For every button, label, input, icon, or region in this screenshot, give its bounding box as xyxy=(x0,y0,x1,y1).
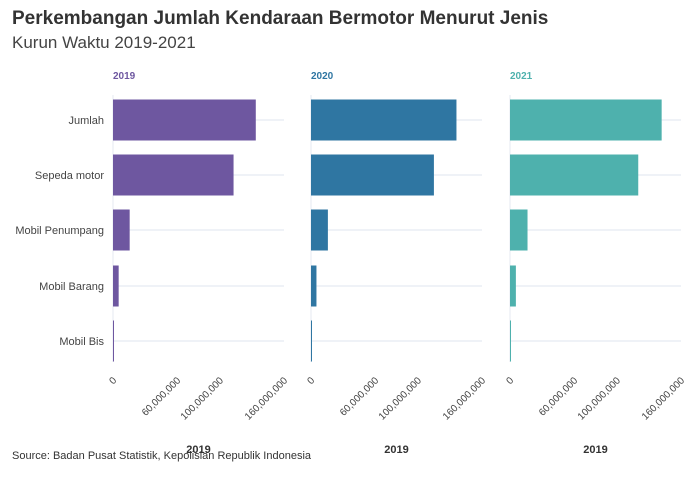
x-tick-label: 160,000,000 xyxy=(640,375,687,422)
bar xyxy=(311,209,328,251)
x-tick-label: 0 xyxy=(504,375,516,387)
bar xyxy=(510,320,511,362)
bar xyxy=(113,209,130,251)
bar xyxy=(311,320,312,362)
bar xyxy=(510,154,639,196)
x-tick-label: 160,000,000 xyxy=(243,375,290,422)
x-tick-label: 60,000,000 xyxy=(338,375,381,418)
bar xyxy=(510,265,516,307)
x-axis-title: 2019 xyxy=(583,444,607,456)
chart-subtitle: Kurun Waktu 2019-2021 xyxy=(12,33,196,52)
x-tick-label: 160,000,000 xyxy=(441,375,488,422)
panel-header: 2021 xyxy=(510,71,533,82)
category-label: Mobil Bis xyxy=(59,336,104,348)
bar xyxy=(113,154,234,196)
bar xyxy=(113,320,114,362)
category-label: Mobil Penumpang xyxy=(15,225,104,237)
category-label: Sepeda motor xyxy=(35,170,104,182)
x-axis-title: 2019 xyxy=(186,444,210,456)
x-tick-label: 0 xyxy=(305,375,317,387)
bar xyxy=(510,209,528,251)
x-tick-label: 100,000,000 xyxy=(576,375,623,422)
x-tick-label: 100,000,000 xyxy=(377,375,424,422)
bar xyxy=(113,265,119,307)
panel-header: 2020 xyxy=(311,71,334,82)
bar xyxy=(113,99,256,141)
x-axis-title: 2019 xyxy=(384,444,408,456)
bar xyxy=(311,154,434,196)
source-note: Source: Badan Pusat Statistik, Kepolisia… xyxy=(12,450,312,462)
bar xyxy=(510,99,662,141)
chart-title: Perkembangan Jumlah Kendaraan Bermotor M… xyxy=(12,8,549,29)
bar xyxy=(311,99,457,141)
category-label: Jumlah xyxy=(69,115,104,127)
x-tick-label: 60,000,000 xyxy=(140,375,183,418)
bar xyxy=(311,265,317,307)
panel-header: 2019 xyxy=(113,71,136,82)
x-tick-label: 0 xyxy=(107,375,119,387)
x-tick-label: 100,000,000 xyxy=(179,375,226,422)
x-tick-label: 60,000,000 xyxy=(537,375,580,418)
category-label: Mobil Barang xyxy=(39,281,104,293)
